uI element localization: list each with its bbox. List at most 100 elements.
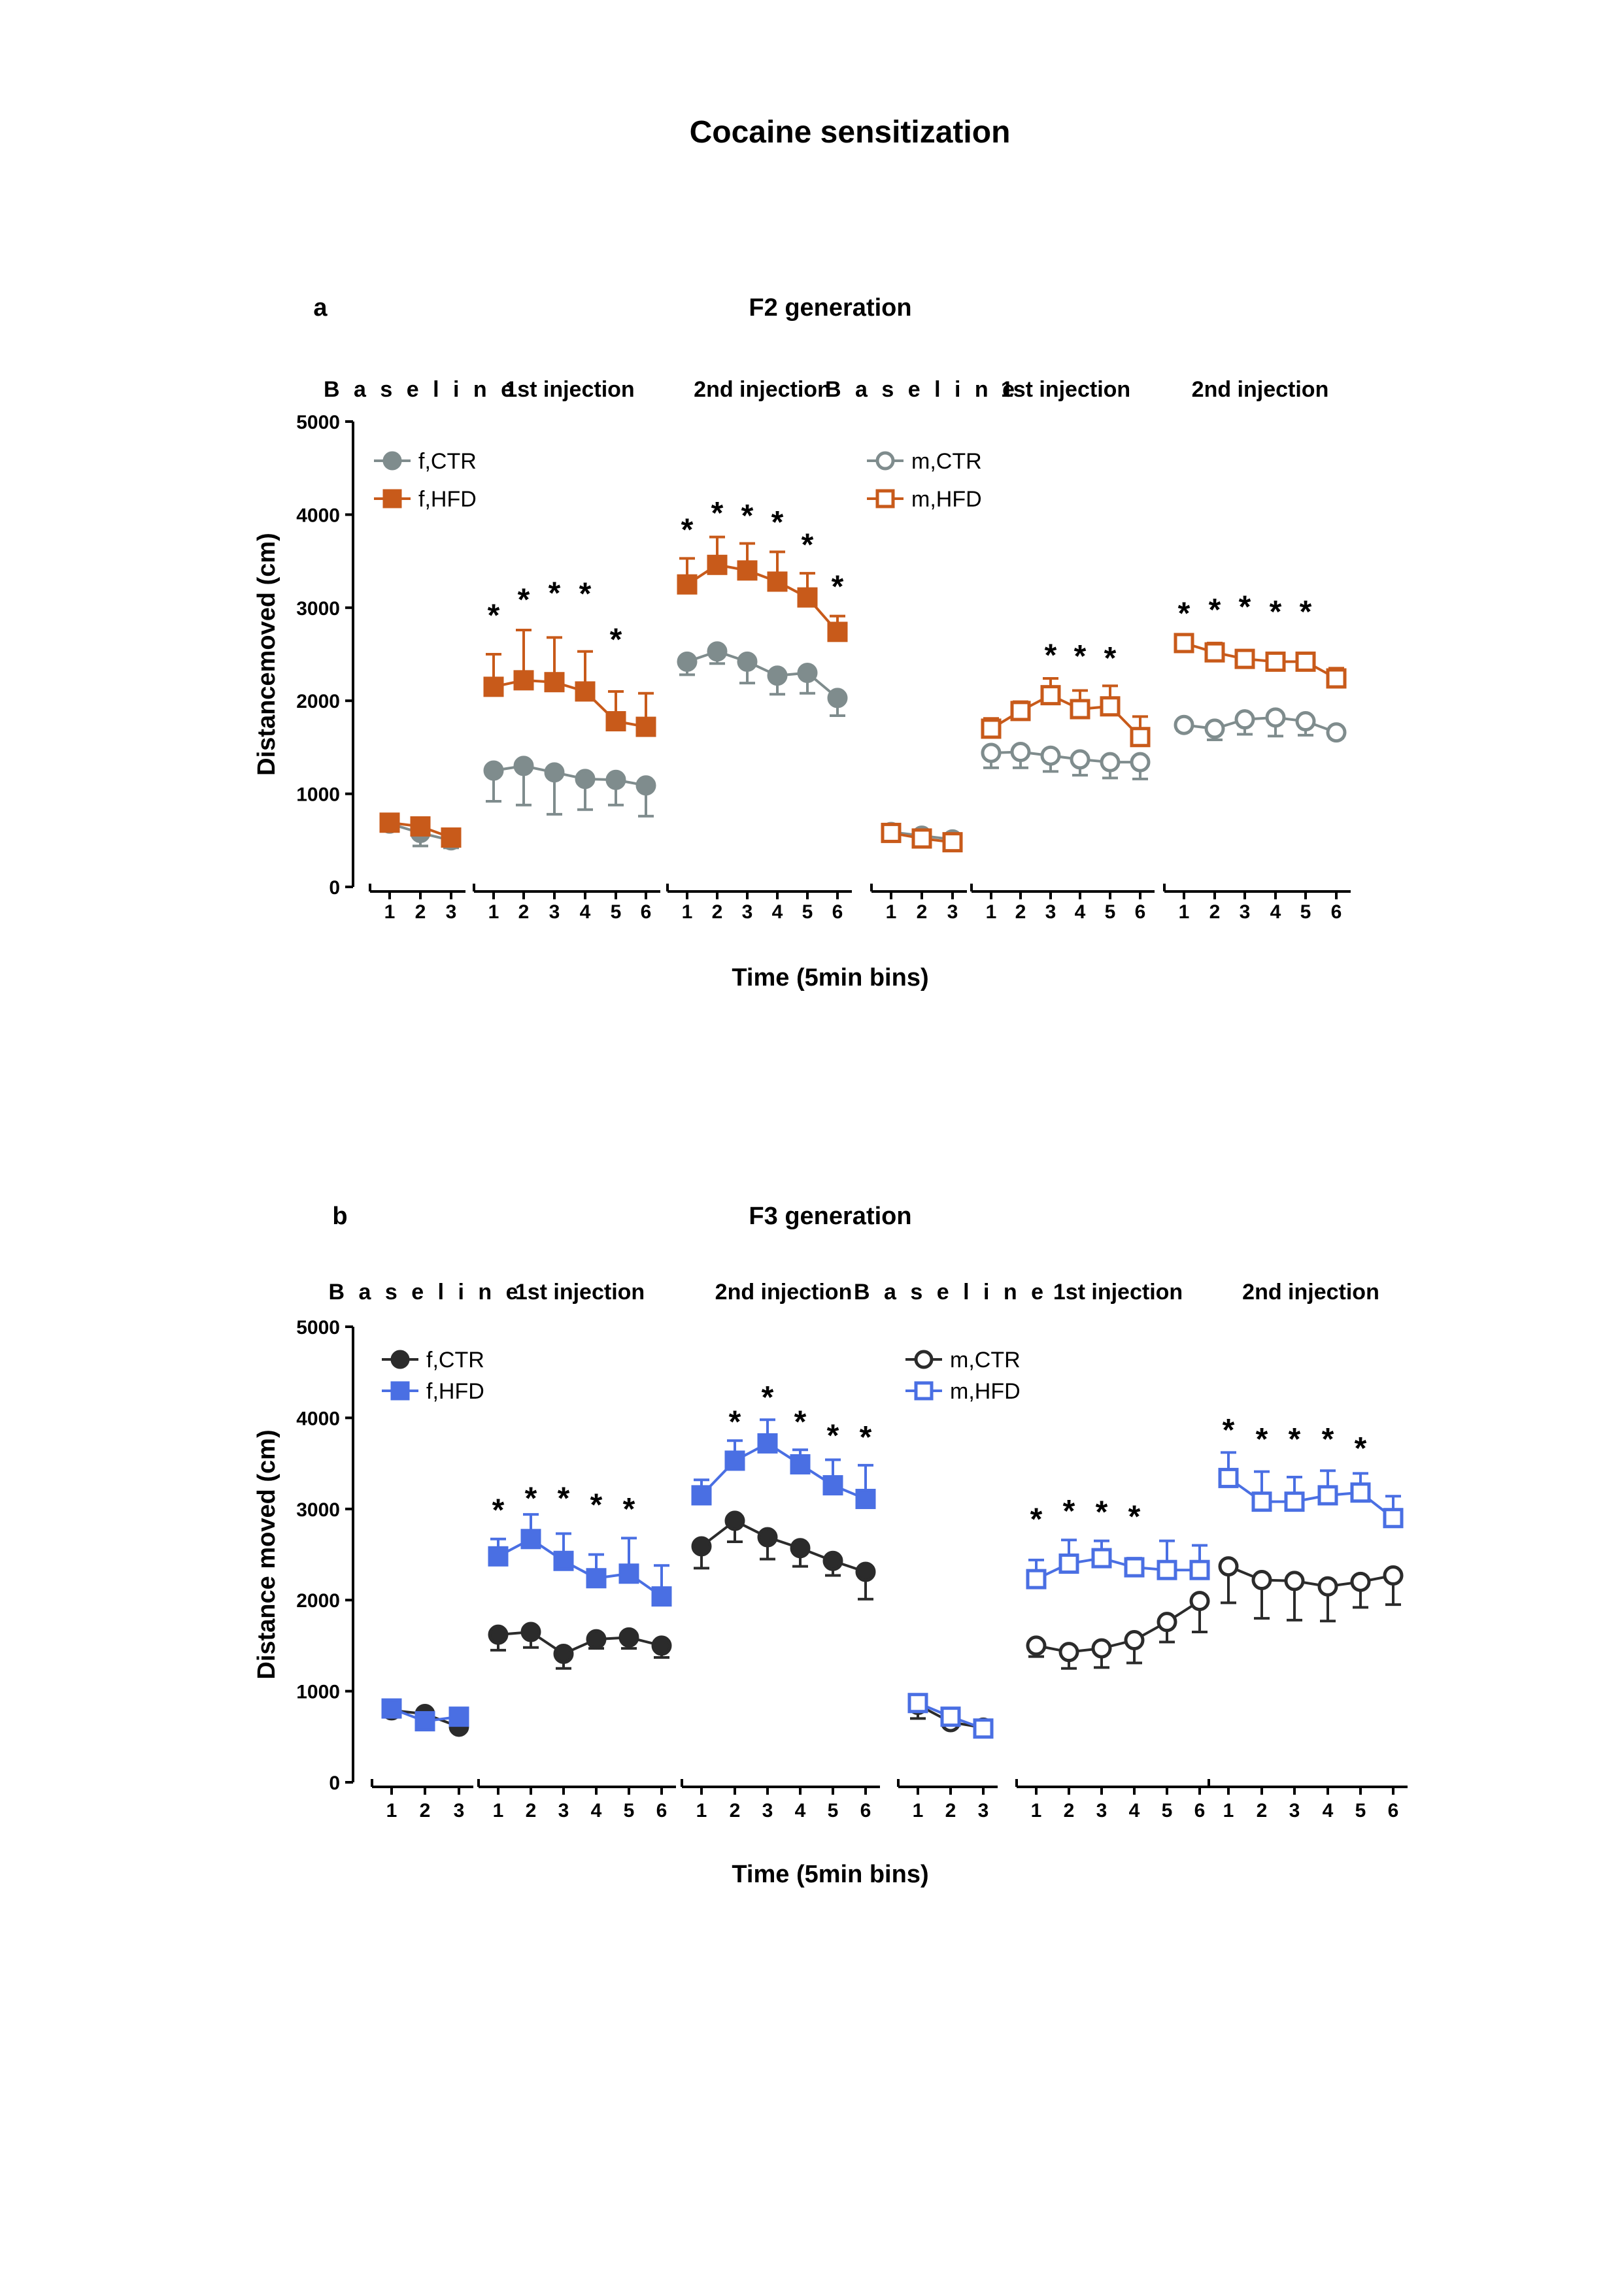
panel-a-data-point [981, 742, 1002, 763]
panel-a-data-point [1326, 722, 1347, 743]
panel-a-significance-star: * [549, 576, 561, 610]
panel-b-x-tick-label: 4 [591, 1800, 602, 1822]
panel-b-x-tick-label: 6 [656, 1800, 667, 1822]
panel-a-significance-star: * [488, 598, 500, 633]
panel-b-y-tick-label: 4000 [296, 1408, 340, 1429]
panel-b-segment-label: 2nd injection [715, 1280, 853, 1305]
panel-a-y-tick-label: 0 [329, 877, 340, 899]
panel-b-data-point [1317, 1576, 1338, 1597]
panel-b-significance-star: * [1256, 1422, 1268, 1457]
panel-b-x-tick-label: 3 [762, 1800, 773, 1822]
panel-a-data-point [797, 587, 818, 608]
panel-b-significance-star: * [794, 1405, 807, 1439]
panel-a-significance-star: * [610, 623, 622, 657]
panel-a-significance-star: * [1300, 595, 1312, 629]
panel-a-significance-star: * [518, 582, 530, 617]
panel-a-x-tick-label: 6 [1135, 901, 1146, 923]
panel-b-data-point [1218, 1556, 1239, 1577]
panel-a-significance-star: * [1045, 639, 1057, 673]
panel-b-data-point [1383, 1508, 1404, 1529]
panel-b-data-point [586, 1568, 607, 1589]
panel-a-data-point [1326, 668, 1347, 689]
panel-a-data-point [1234, 709, 1255, 730]
panel-a-y-tick-label: 4000 [296, 505, 340, 526]
panel-a-data-point [513, 670, 534, 691]
panel-a-x-tick-label: 1 [488, 901, 499, 923]
panel-b-data-point [855, 1561, 876, 1582]
panel-a-legend-marker [875, 489, 895, 508]
panel-a-significance-star: * [1178, 597, 1191, 631]
panel-a-segment-label: B a s e l i n e [825, 377, 1019, 402]
panel-b-legend-marker [390, 1381, 410, 1401]
panel-a-x-tick-label: 6 [1331, 901, 1342, 923]
panel-b-x-tick-label: 3 [978, 1800, 989, 1822]
panel-b-data-point [586, 1629, 607, 1650]
panel-a-data-point [1070, 699, 1090, 720]
panel-a-x-tick-label: 6 [641, 901, 652, 923]
panel-a-data-point [1010, 742, 1031, 763]
panel-a-data-point [827, 688, 848, 708]
panel-a-x-tick-label: 4 [1075, 901, 1086, 923]
panel-a-significance-star: * [1209, 593, 1221, 627]
panel-a-data-point [1265, 707, 1286, 728]
panel-a-significance-star: * [1104, 641, 1117, 676]
panel-b-data-point [757, 1527, 778, 1548]
panel-a-x-tick-label: 2 [917, 901, 928, 923]
panel-b-significance-star: * [1322, 1422, 1334, 1457]
panel-b-data-point [448, 1706, 469, 1727]
panel-a-data-point [483, 676, 504, 697]
panel-a-data-point [911, 828, 932, 849]
panel-b-significance-star: * [492, 1493, 505, 1528]
panel-b-data-point [1124, 1630, 1145, 1651]
panel-b-data-point [1189, 1591, 1210, 1612]
panel-a-legend-marker [382, 489, 402, 508]
panel-b-segment-label: 1st injection [515, 1280, 645, 1305]
panel-b-x-tick-label: 1 [696, 1800, 707, 1822]
panel-a-data-point [379, 812, 400, 833]
panel-a-segment-label: 2nd injection [694, 377, 831, 402]
panel-b-x-tick-label: 6 [1194, 1800, 1206, 1822]
panel-a-y-tick-label: 2000 [296, 691, 340, 712]
panel-b-data-point [618, 1563, 639, 1584]
panel-a-legend-label: f,CTR [418, 449, 477, 474]
panel-a-data-point [635, 716, 656, 737]
panel-b-x-tick-label: 3 [454, 1800, 465, 1822]
panel-a-x-tick-label: 2 [712, 901, 723, 923]
panel-b-significance-star: * [827, 1418, 839, 1453]
panel-b-x-tick-label: 5 [1162, 1800, 1173, 1822]
panel-b-x-tick-label: 1 [1223, 1800, 1234, 1822]
panel-a-data-point [1234, 648, 1255, 669]
panel-b-legend-marker [914, 1350, 934, 1369]
panel-b-data-point [520, 1529, 541, 1550]
panel-b-data-point [757, 1433, 778, 1454]
panel-a-segment-label: 1st injection [1001, 377, 1130, 402]
panel-a-x-tick-label: 2 [518, 901, 530, 923]
panel-b-y-axis-label: Distance moved (cm) [253, 1429, 280, 1679]
panel-b-x-tick-label: 5 [624, 1800, 635, 1822]
panel-a-data-point [1130, 752, 1151, 773]
panel-b-data-point [414, 1711, 435, 1732]
panel-a-legend-label: m,HFD [911, 487, 982, 512]
panel-b-data-point [553, 1550, 574, 1571]
panel-a-data-point [483, 760, 504, 781]
panel-b: F3 generation b 0 1000 2000 3000 4000 5000 Dista… [253, 1203, 1408, 1888]
panel-b-data-point [790, 1454, 811, 1474]
panel-a-data-point [1265, 651, 1286, 672]
panel-b-x-tick-label: 1 [1031, 1800, 1042, 1822]
panel-a-data-point [544, 762, 565, 783]
panel-a-x-tick-label: 4 [772, 901, 783, 923]
panel-b-data-point [1383, 1565, 1404, 1586]
panel-a-y-tick-label: 3000 [296, 598, 340, 620]
panel-a-legend-label: m,CTR [911, 449, 982, 474]
panel-a-x-tick-label: 4 [580, 901, 591, 923]
panel-a-significance-star: * [802, 527, 814, 562]
panel-a-significance-star: * [741, 499, 754, 533]
panel-b-significance-star: * [1030, 1503, 1043, 1537]
panel-b-segment-label: B a s e l i n e [329, 1280, 522, 1305]
panel-a-segment-label: 1st injection [505, 377, 634, 402]
panel-a-data-point [1010, 701, 1031, 722]
panel-b-y-tick-label: 0 [329, 1772, 340, 1794]
panel-a-x-tick-label: 1 [886, 901, 897, 923]
